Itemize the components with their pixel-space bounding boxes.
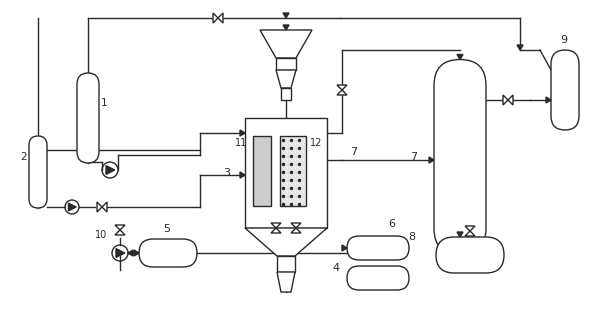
Polygon shape (97, 202, 102, 212)
Polygon shape (106, 166, 115, 174)
Polygon shape (277, 272, 295, 292)
FancyBboxPatch shape (77, 73, 99, 163)
Polygon shape (457, 54, 463, 59)
FancyBboxPatch shape (347, 236, 409, 260)
FancyBboxPatch shape (347, 266, 409, 290)
Text: 11: 11 (235, 138, 247, 148)
Polygon shape (240, 130, 245, 136)
Bar (253, 136, 271, 206)
Polygon shape (337, 90, 347, 95)
Text: 3: 3 (223, 168, 230, 178)
Polygon shape (503, 95, 508, 105)
Polygon shape (457, 232, 463, 237)
Polygon shape (276, 70, 296, 88)
Polygon shape (429, 157, 434, 163)
FancyBboxPatch shape (139, 239, 197, 267)
Polygon shape (271, 223, 281, 228)
Polygon shape (134, 250, 139, 256)
Text: 2: 2 (20, 152, 27, 162)
Text: 9: 9 (560, 35, 567, 45)
FancyBboxPatch shape (434, 59, 486, 254)
Polygon shape (546, 97, 551, 103)
Polygon shape (271, 228, 281, 233)
Polygon shape (291, 228, 301, 233)
Text: 8: 8 (408, 232, 415, 242)
Polygon shape (102, 202, 107, 212)
Text: 10: 10 (95, 230, 107, 240)
Polygon shape (245, 228, 327, 256)
FancyBboxPatch shape (436, 237, 504, 273)
Polygon shape (240, 172, 245, 178)
Text: 4: 4 (332, 263, 339, 273)
Polygon shape (260, 30, 312, 58)
Text: 1: 1 (101, 98, 108, 108)
Polygon shape (218, 13, 223, 23)
Polygon shape (128, 250, 133, 256)
Bar (280, 136, 306, 206)
Polygon shape (508, 95, 513, 105)
Text: 12: 12 (310, 138, 323, 148)
Polygon shape (337, 85, 347, 90)
Text: 7: 7 (410, 152, 417, 162)
Bar (277, 256, 295, 272)
Text: 6: 6 (388, 219, 395, 229)
Polygon shape (342, 245, 347, 251)
Bar (245, 118, 327, 228)
Bar (281, 88, 291, 100)
Polygon shape (291, 223, 301, 228)
Polygon shape (283, 13, 289, 18)
Polygon shape (283, 25, 289, 30)
Polygon shape (116, 249, 125, 257)
Polygon shape (69, 203, 76, 211)
Polygon shape (465, 226, 475, 231)
FancyBboxPatch shape (29, 136, 47, 208)
Polygon shape (115, 225, 125, 230)
Polygon shape (213, 13, 218, 23)
Bar (276, 58, 296, 70)
Text: 7: 7 (350, 147, 357, 157)
Polygon shape (517, 45, 523, 50)
FancyBboxPatch shape (551, 50, 579, 130)
Polygon shape (465, 231, 475, 236)
Text: 5: 5 (163, 224, 170, 234)
Polygon shape (115, 230, 125, 235)
